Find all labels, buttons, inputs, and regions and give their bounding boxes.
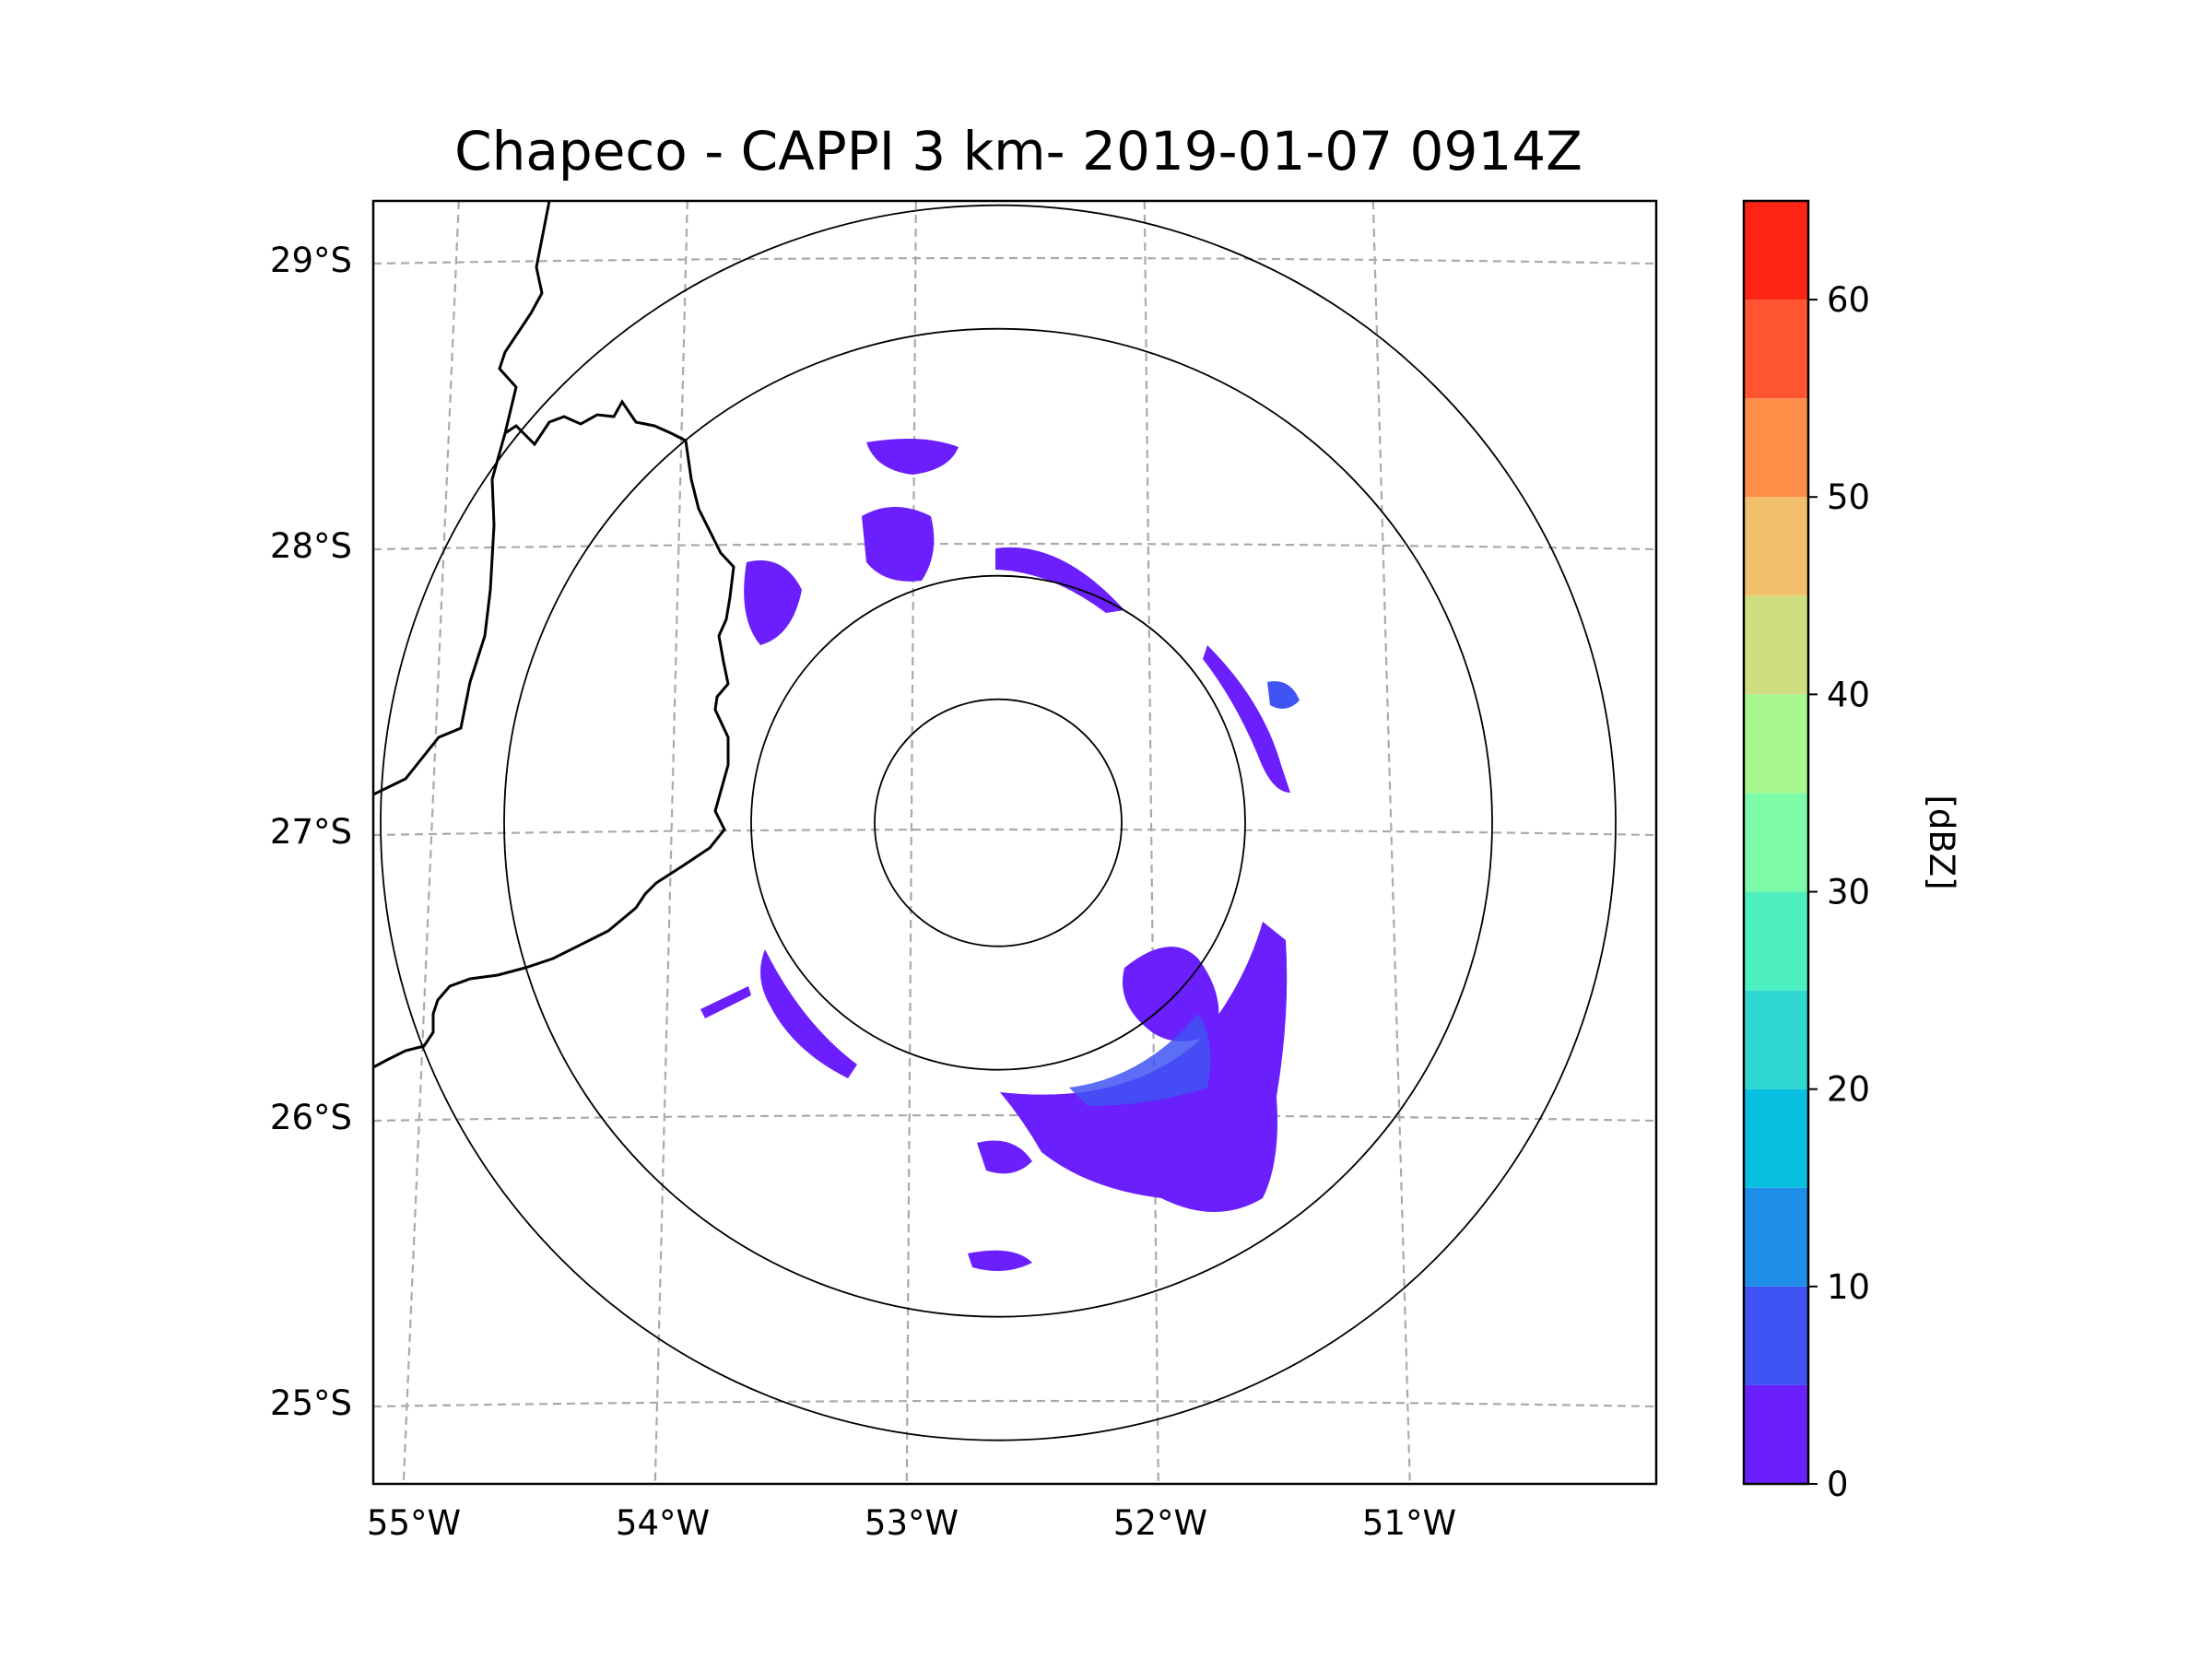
echo-east-cells [1267, 681, 1300, 709]
lat-label-4: 29°S [270, 241, 352, 280]
colorbar-band-2 [1744, 1187, 1808, 1287]
colorbar-band-11 [1744, 300, 1808, 399]
map-frame [371, 199, 1658, 1486]
colorbar-tick-label-3: 30 [1827, 873, 1870, 912]
colorbar-tick-label-5: 50 [1827, 477, 1870, 517]
meridian-0 [402, 201, 460, 1484]
parallel-4 [373, 256, 1656, 265]
colorbar-band-7 [1744, 694, 1808, 794]
lat-label-2: 27°S [270, 812, 352, 852]
colorbar-band-8 [1744, 595, 1808, 695]
range-ring-1 [750, 574, 1246, 1071]
echo-arc-south-east [1000, 922, 1288, 1212]
graticule [373, 201, 1656, 1484]
chart-title: Chapeco - CAPPI 3 km- 2019-01-07 0914Z [454, 120, 1583, 182]
radar-echoes [700, 439, 1300, 1271]
colorbar-frame [1742, 199, 1810, 1486]
range-ring-3 [380, 204, 1617, 1441]
lat-label-0: 25°S [270, 1383, 352, 1423]
parallel-1 [373, 1113, 1656, 1123]
parallel-3 [373, 542, 1656, 551]
colorbar-tick-label-0: 0 [1827, 1465, 1849, 1504]
colorbar-tick-label-4: 40 [1827, 675, 1870, 714]
colorbar-band-1 [1744, 1286, 1808, 1385]
colorbar-band-6 [1744, 793, 1808, 892]
border-line-argentina-brazil [373, 201, 551, 796]
colorbar [1744, 201, 1808, 1484]
colorbar-band-9 [1744, 497, 1808, 596]
meridian-2 [905, 201, 917, 1484]
range-ring-0 [874, 698, 1123, 947]
colorbar-tick-label-1: 10 [1827, 1267, 1870, 1307]
meridian-3 [1143, 201, 1159, 1484]
lon-label-2: 53°W [865, 1503, 959, 1543]
parallel-2 [373, 828, 1656, 837]
lon-label-3: 52°W [1113, 1503, 1207, 1543]
meridian-4 [1371, 201, 1411, 1484]
border-line-santa-catarina-parana [373, 399, 735, 1069]
echo-band-east [1203, 645, 1290, 793]
lat-label-3: 28°S [270, 526, 352, 566]
echo-south-scatter [977, 1140, 1032, 1174]
colorbar-band-4 [1744, 990, 1808, 1089]
colorbar-ticks: 0 10 20 30 40 50 60 [1808, 280, 1870, 1504]
lon-label-4: 51°W [1362, 1503, 1456, 1543]
echo-arc-south-west [760, 949, 857, 1078]
lon-label-0: 55°W [367, 1503, 461, 1543]
lon-label-1: 54°W [616, 1503, 710, 1543]
colorbar-band-10 [1744, 398, 1808, 498]
lat-label-1: 26°S [270, 1098, 352, 1137]
latitude-tick-labels: 25°S 26°S 27°S 28°S 29°S [270, 241, 352, 1423]
echo-patch-far-north [866, 439, 959, 475]
colorbar-band-3 [1744, 1088, 1808, 1188]
map-content [373, 201, 1656, 1484]
echo-patch-west [744, 560, 802, 645]
echo-patch-north-west [862, 507, 935, 582]
echo-far-south [968, 1250, 1032, 1271]
longitude-tick-labels: 55°W 54°W 53°W 52°W 51°W [367, 1503, 1456, 1543]
colorbar-band-12 [1744, 201, 1808, 300]
parallel-0 [373, 1399, 1656, 1408]
colorbar-tick-label-6: 60 [1827, 280, 1870, 320]
state-borders [373, 201, 735, 1069]
range-ring-2 [503, 327, 1493, 1318]
meridian-1 [653, 201, 688, 1484]
echo-arc-north [995, 547, 1124, 613]
colorbar-tick-label-2: 20 [1827, 1070, 1870, 1110]
colorbar-band-5 [1744, 891, 1808, 991]
range-rings [380, 204, 1617, 1441]
colorbar-label: [dBZ] [1922, 794, 1961, 889]
echo-streak-west [700, 986, 751, 1018]
echo-core-south [1069, 1014, 1211, 1106]
colorbar-band-0 [1744, 1384, 1808, 1484]
